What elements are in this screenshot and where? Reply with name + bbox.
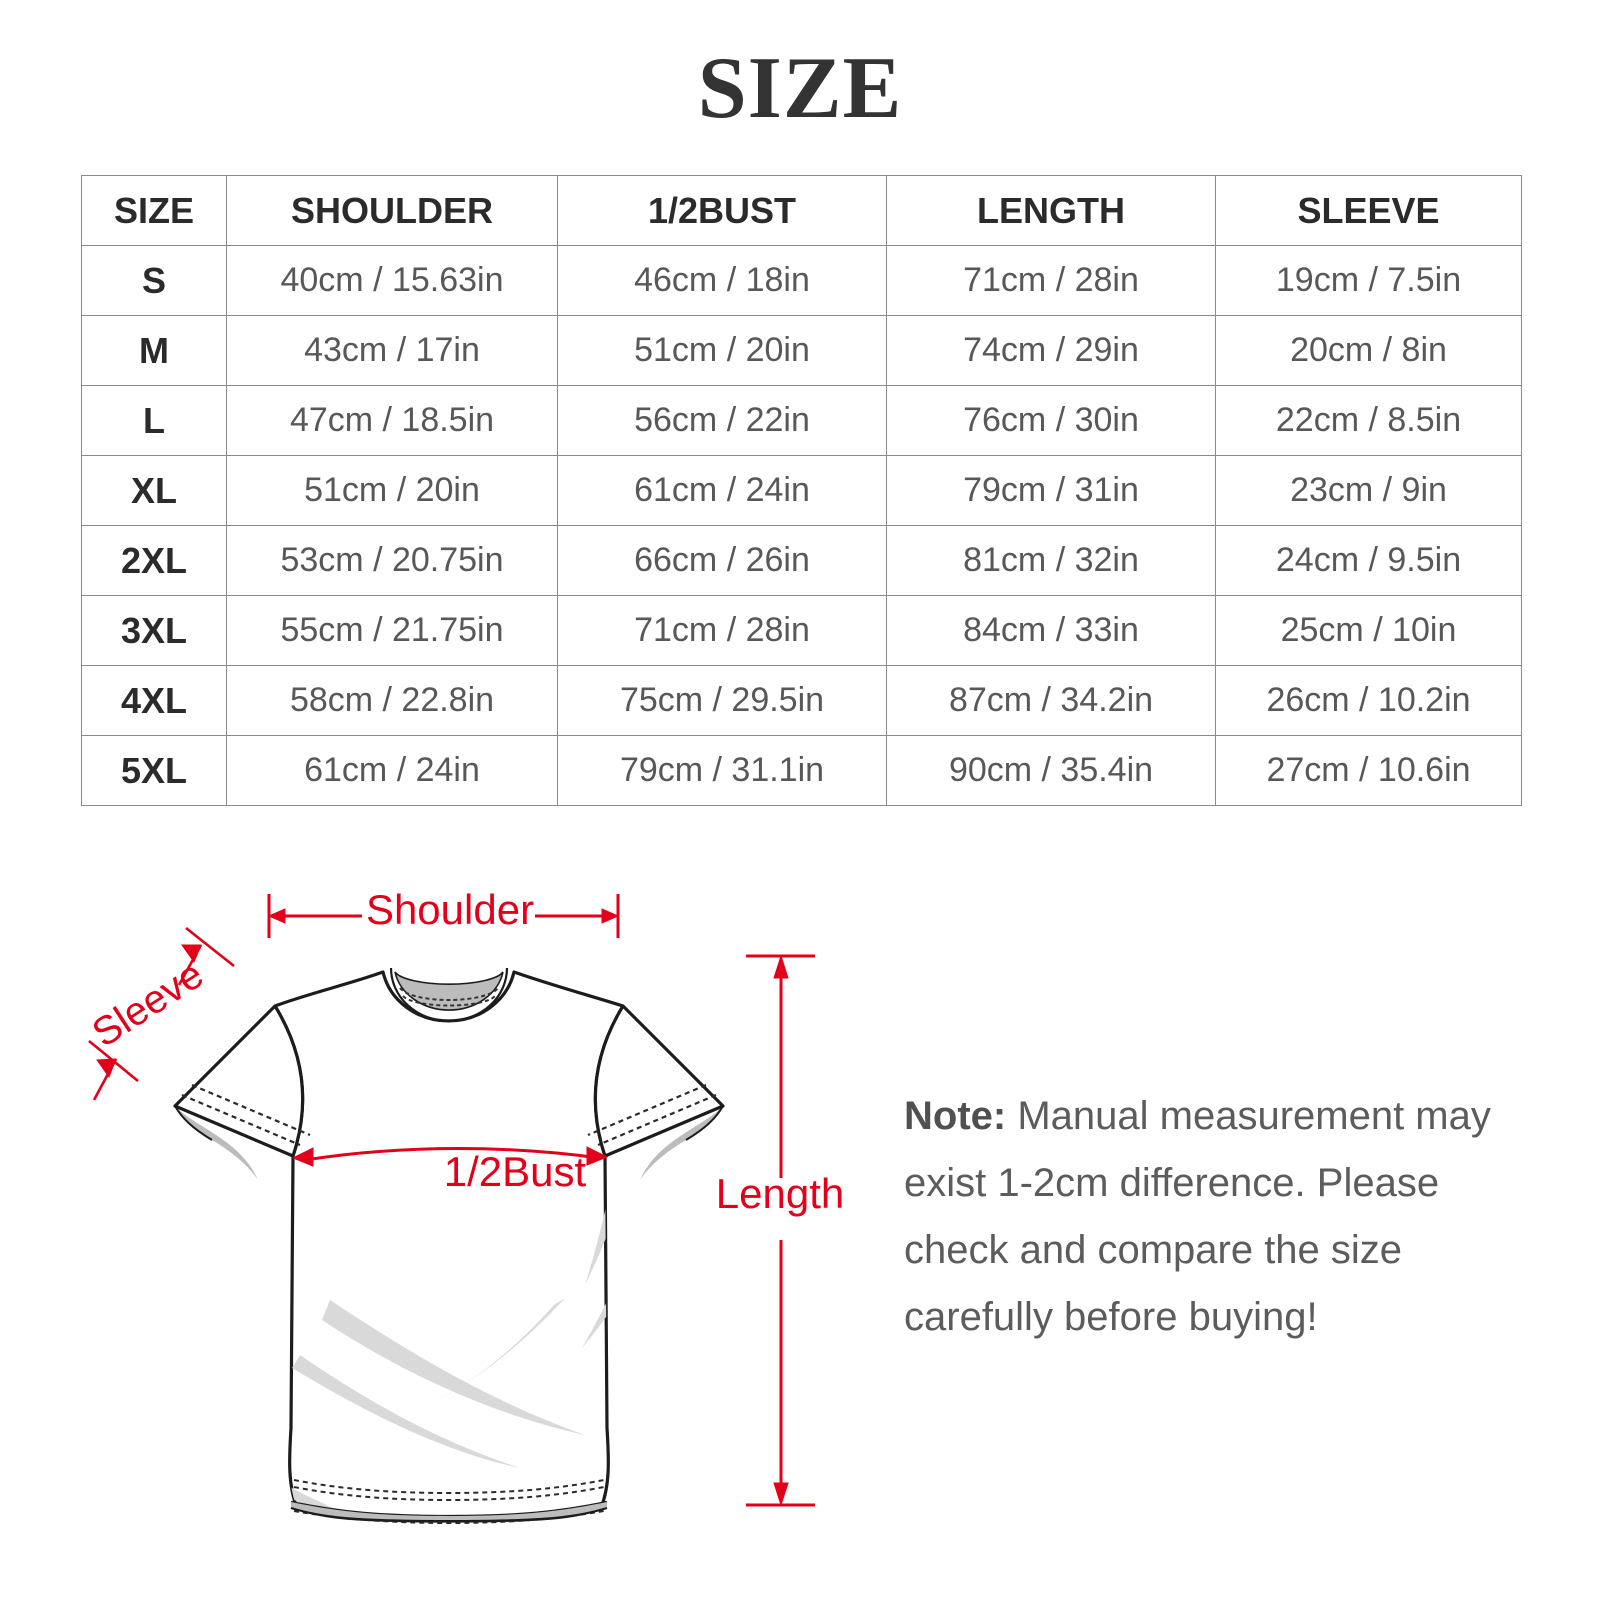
- svg-text:Shoulder: Shoulder: [366, 886, 534, 933]
- svg-text:Sleeve: Sleeve: [85, 952, 212, 1056]
- svg-text:1/2Bust: 1/2Bust: [444, 1148, 587, 1195]
- svg-text:Length: Length: [716, 1170, 844, 1217]
